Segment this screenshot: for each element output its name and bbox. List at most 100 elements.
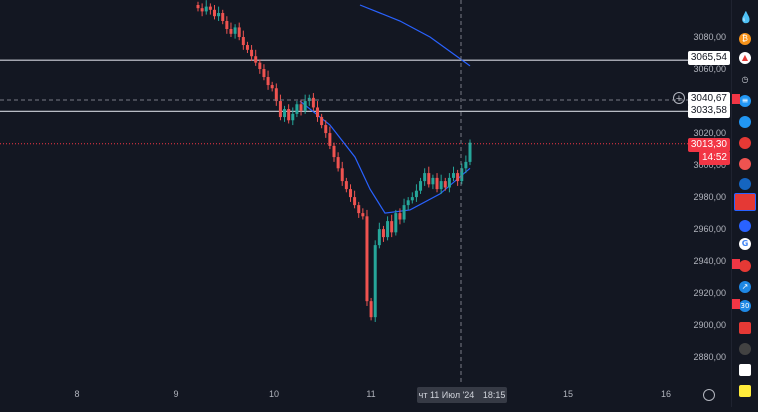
y-tick-label: 3060,00 — [693, 64, 726, 74]
candle-body — [340, 168, 344, 182]
candle-body — [419, 181, 423, 191]
candle-body — [212, 9, 216, 17]
google-icon[interactable]: G — [739, 238, 751, 250]
y-tick-label: 3080,00 — [693, 32, 726, 42]
candle-body — [270, 85, 274, 89]
candle-body — [456, 173, 460, 182]
arrow-icon[interactable]: ↗ — [739, 281, 751, 293]
x-tick-label: 10 — [269, 389, 279, 399]
globe-icon[interactable] — [739, 220, 751, 232]
candle-body — [357, 205, 361, 214]
candle-body — [369, 301, 373, 318]
candle-body — [245, 45, 249, 50]
add-level-button[interactable]: + — [673, 92, 685, 105]
chain-icon[interactable] — [739, 178, 751, 190]
x-tick-label: 11 — [366, 389, 375, 399]
candle-body — [447, 177, 451, 188]
coin-icon-2[interactable] — [739, 343, 751, 355]
watchlist-icon[interactable]: ≡ — [739, 95, 751, 107]
level-label-2: 3033,58 — [687, 104, 730, 118]
candle-body — [283, 109, 287, 118]
drop-icon[interactable]: 💧 — [739, 11, 753, 24]
candle-body — [427, 173, 431, 185]
right-sidebar: 💧 ₿ ▲ ◷ ≡ G ↗ 30 — [731, 0, 758, 407]
candle-body — [299, 104, 303, 111]
candle-body — [414, 190, 418, 198]
candle-body — [266, 77, 270, 86]
candle-body — [311, 97, 315, 108]
ticker-icon[interactable] — [739, 260, 751, 272]
x-tick-label: 16 — [661, 389, 671, 399]
candle-body — [254, 56, 258, 63]
y-tick-label: 2900,00 — [693, 320, 726, 330]
candle-body — [241, 37, 245, 46]
candle-body — [394, 213, 398, 233]
30-icon[interactable]: 30 — [739, 300, 751, 312]
gauge-icon[interactable] — [739, 116, 751, 128]
candle-body — [237, 27, 241, 38]
pin-icon[interactable] — [739, 158, 751, 170]
candle-body — [464, 161, 468, 169]
coin-icon[interactable] — [739, 137, 751, 149]
y-tick-label: 2920,00 — [693, 288, 726, 298]
candle-body — [233, 27, 237, 34]
alert-flag-icon-2[interactable] — [732, 259, 740, 269]
candle-body — [200, 8, 204, 12]
ma-line-upper — [359, 4, 471, 67]
last-price-label: 3013,30 — [687, 138, 730, 152]
candle-body — [386, 221, 390, 238]
candle-body — [229, 29, 233, 34]
settings-gear-button[interactable] — [703, 389, 715, 401]
crosshair-date-label: чт 11 Июл '24 18:15 — [417, 387, 507, 403]
candle-body — [406, 200, 410, 206]
alert-flag-icon[interactable] — [732, 94, 740, 104]
candle-body — [217, 13, 221, 17]
candle-body — [365, 216, 369, 302]
news-icon[interactable] — [739, 322, 751, 334]
y-tick-label: 2960,00 — [693, 224, 726, 234]
candle-body — [278, 101, 282, 118]
y-tick-label: 3000,00 — [693, 160, 726, 170]
candle-body — [435, 177, 439, 190]
alert-flag-icon-3[interactable] — [732, 299, 740, 309]
candle-body — [348, 189, 352, 198]
candle-body — [258, 62, 262, 70]
candle-body — [398, 213, 402, 220]
candle-body — [295, 104, 299, 114]
candle-body — [303, 101, 307, 111]
candle-body — [316, 107, 320, 118]
y-tick-label: 3020,00 — [693, 128, 726, 138]
chart-icon[interactable] — [739, 364, 751, 376]
y-tick-label: 2940,00 — [693, 256, 726, 266]
y-tick-label: 2980,00 — [693, 192, 726, 202]
candle-body — [208, 6, 212, 10]
alert-icon[interactable]: ▲ — [739, 52, 751, 64]
candle-body — [410, 197, 414, 201]
candle-body — [332, 145, 336, 158]
x-tick-label: 15 — [563, 389, 573, 399]
candle-body — [439, 181, 443, 190]
candle-body — [221, 13, 225, 22]
user-icon[interactable] — [739, 385, 751, 397]
candle-body — [250, 49, 254, 57]
y-tick-label: 2880,00 — [693, 352, 726, 362]
candle-body — [452, 173, 456, 178]
candle-body — [460, 168, 464, 182]
bitcoin-icon[interactable]: ₿ — [739, 33, 751, 45]
crosshair-date: чт 11 Июл '24 — [418, 390, 475, 400]
crosshair-time: 18:15 — [482, 390, 506, 400]
candle-body — [291, 113, 295, 121]
candle-body — [377, 229, 381, 246]
candle-body — [423, 173, 427, 182]
countdown-label: 14:52 — [698, 151, 730, 165]
clock-icon[interactable]: ◷ — [741, 75, 749, 84]
candle-body — [344, 181, 348, 190]
candle-body — [320, 117, 324, 126]
x-tick-label: 9 — [173, 389, 178, 399]
candle-body — [196, 5, 200, 9]
candle-body — [353, 197, 357, 206]
active-item-icon[interactable] — [734, 193, 756, 211]
level-label-1: 3065,54 — [687, 51, 730, 65]
